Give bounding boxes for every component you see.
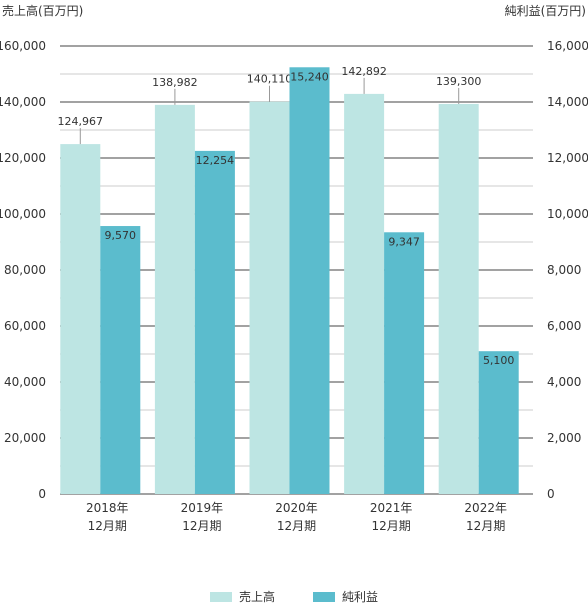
- x-tick-label-period: 12月期: [182, 519, 221, 533]
- y-tick-left: 140,000: [0, 95, 46, 109]
- y-tick-right: 8,000: [547, 263, 581, 277]
- x-tick-label-period: 12月期: [371, 519, 410, 533]
- legend-item-net-income: 純利益: [313, 588, 378, 605]
- bar-sales: [344, 93, 385, 494]
- bar-net-income: [478, 351, 519, 494]
- data-label: 140,110: [247, 73, 293, 86]
- x-tick-label-period: 12月期: [88, 519, 127, 533]
- y-tick-left: 60,000: [4, 319, 46, 333]
- bar-net-income: [384, 232, 425, 494]
- data-label: 139,300: [436, 75, 482, 88]
- y-tick-right: 0: [547, 487, 555, 501]
- y-tick-right: 6,000: [547, 319, 581, 333]
- x-tick-label-year: 2019年: [181, 501, 224, 515]
- legend-item-sales: 売上高: [209, 588, 275, 605]
- data-label: 12,254: [196, 154, 235, 167]
- legend-label-net-income: 純利益: [342, 590, 379, 604]
- bar-chart: 0 20,000 40,000 60,000 80,000 100,000 120,000 1…: [0, 39, 588, 533]
- y-tick-right: 14,000: [547, 95, 588, 109]
- bar-net-income: [289, 67, 330, 494]
- x-tick-label-period: 12月期: [277, 519, 316, 533]
- bar-sales: [154, 104, 195, 494]
- legend-label-sales: 売上高: [238, 590, 275, 604]
- x-tick-label-year: 2020年: [275, 501, 318, 515]
- y-tick-right: 10,000: [547, 207, 588, 221]
- y-tick-right: 2,000: [547, 431, 581, 445]
- data-label: 9,347: [388, 235, 420, 248]
- y-axis-title-right: 純利益(百万円): [504, 4, 586, 18]
- legend-swatch-net-income: [313, 591, 335, 602]
- bar-net-income: [100, 226, 141, 495]
- legend-swatch-sales: [209, 591, 232, 602]
- y-tick-left: 0: [38, 487, 46, 501]
- data-label: 9,570: [105, 229, 137, 242]
- x-tick-label-year: 2022年: [464, 501, 507, 515]
- x-tick-label-period: 12月期: [466, 519, 505, 533]
- data-label: 138,982: [152, 76, 198, 89]
- y-tick-left: 80,000: [4, 263, 46, 277]
- x-tick-label-year: 2021年: [370, 501, 413, 515]
- y-tick-right: 12,000: [547, 151, 588, 165]
- bar-sales: [60, 144, 101, 494]
- y-tick-right: 16,000: [547, 39, 588, 53]
- x-tick-label-year: 2018年: [86, 501, 129, 515]
- legend: 売上高 純利益: [0, 588, 588, 605]
- y-tick-left: 160,000: [0, 39, 46, 53]
- y-tick-left: 40,000: [4, 375, 46, 389]
- bar-sales: [438, 103, 479, 495]
- y-axis-title-left: 売上高(百万円): [2, 4, 84, 18]
- data-label: 15,240: [290, 70, 329, 83]
- bar-sales: [249, 101, 290, 494]
- data-label: 124,967: [58, 115, 104, 128]
- y-tick-right: 4,000: [547, 375, 581, 389]
- y-tick-left: 100,000: [0, 207, 46, 221]
- y-tick-left: 20,000: [4, 431, 46, 445]
- bar-net-income: [194, 150, 235, 494]
- data-label: 5,100: [483, 354, 515, 367]
- data-label: 142,892: [341, 65, 387, 78]
- y-tick-left: 120,000: [0, 151, 46, 165]
